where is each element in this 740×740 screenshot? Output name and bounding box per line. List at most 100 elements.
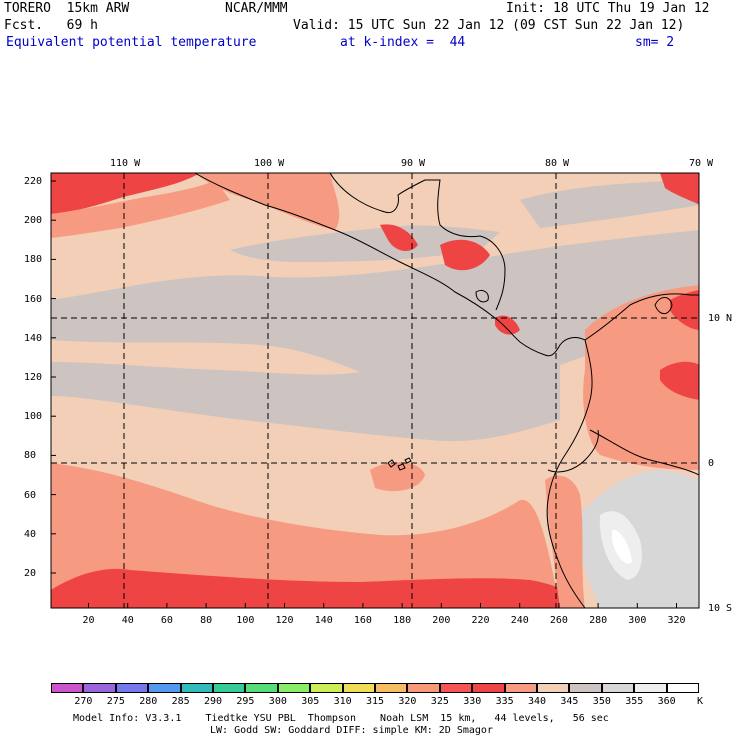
y-tick-label: 120 (24, 372, 43, 383)
coastline-south-america-north (584, 293, 699, 341)
colorbar-segment (601, 683, 635, 693)
coastlines (194, 173, 699, 608)
colorbar-label: 340 (528, 696, 547, 707)
field-band-335-340-south (51, 463, 560, 608)
lat-label-10s: 10 S (708, 603, 733, 614)
colorbar-label: 325 (430, 696, 449, 707)
colorbar-segment (245, 683, 278, 693)
field-band-330-335-honduras (440, 239, 490, 271)
map-frame (50, 172, 700, 609)
colorbar-unit: K (697, 696, 704, 707)
field-band-330-335-south (51, 568, 585, 608)
x-tick-label: 120 (275, 615, 294, 626)
colorbar-label: 305 (301, 696, 320, 707)
border-peru-brazil (589, 429, 699, 476)
colorbar-segment (407, 683, 440, 693)
colorbar-label: 345 (560, 696, 579, 707)
graticule (51, 173, 699, 608)
lon-label-70w: 70 W (689, 158, 714, 169)
colorbar-segment (569, 683, 602, 693)
field-band-peach-south (51, 340, 360, 375)
field-band-335-340-nw (51, 180, 230, 238)
y-tick-label: 180 (24, 254, 43, 266)
colorbar-segment (277, 683, 311, 693)
model-info: Model Info: V3.3.1 Tiedtke YSU PBL Thomp… (73, 713, 609, 724)
x-tick-label: 140 (314, 615, 333, 626)
field-band-330-335-nw (51, 173, 200, 214)
colorbar-segment (83, 683, 116, 693)
lon-label-100w: 100 W (254, 158, 285, 169)
colorbar-segment (115, 683, 149, 693)
y-tick-label: 20 (24, 568, 37, 579)
field-band-345-350 (51, 230, 699, 442)
x-tick-label: 320 (667, 615, 686, 626)
field-band-330-335-ca-north (195, 173, 340, 230)
x-tick-label: 40 (121, 615, 134, 626)
y-tick-label: 160 (24, 293, 43, 305)
colorbar-label: 330 (463, 696, 482, 707)
coastline-galapagos (387, 457, 412, 471)
x-tick-marks (88, 603, 677, 608)
forecast-hour: Fcst. 69 h (4, 18, 98, 33)
colorbar (51, 683, 699, 693)
lon-label-90w: 90 W (401, 158, 426, 169)
y-tick-label: 80 (24, 450, 37, 462)
x-tick-label: 200 (432, 615, 451, 626)
x-tick-label: 80 (200, 615, 213, 626)
coastline-lake-nicaragua (475, 289, 489, 303)
x-tick-label: 220 (471, 615, 490, 626)
coastline-south-america-west (546, 339, 593, 608)
organization: NCAR/MMM (225, 1, 288, 16)
coastline-yucatan (329, 173, 506, 311)
x-tick-label: 260 (549, 615, 568, 626)
init-time: Init: 18 UTC Thu 19 Jan 12 (506, 1, 710, 16)
colorbar-segment (472, 683, 505, 693)
x-tick-label: 100 (236, 615, 255, 626)
colorbar-label: 355 (625, 696, 644, 707)
colorbar-label: 300 (268, 696, 287, 707)
y-tick-label: 200 (24, 215, 43, 227)
x-tick-label: 280 (589, 615, 608, 626)
colorbar-segment (666, 683, 699, 693)
colorbar-label: 290 (204, 696, 223, 707)
lat-label-10n: 10 N (708, 313, 733, 324)
lon-label-110w: 110 W (110, 158, 141, 169)
model-physics: LW: Godd SW: Goddard DIFF: simple KM: 2D… (210, 725, 493, 736)
colorbar-label: 350 (592, 696, 611, 707)
colorbar-segment (213, 683, 246, 693)
map-plot-area (51, 173, 699, 608)
x-tick-label: 300 (628, 615, 647, 626)
colorbar-label: 320 (398, 696, 417, 707)
y-tick-marks (51, 180, 56, 574)
y-tick-label: 100 (24, 411, 43, 423)
colorbar-segment (342, 683, 375, 693)
colorbar-label: 285 (171, 696, 190, 707)
colorbar-segment (537, 683, 570, 693)
colorbar-label: 335 (495, 696, 514, 707)
level-index: at k-index = 44 (340, 35, 466, 50)
colorbar-segment (634, 683, 667, 693)
coastline-lake-maracaibo (654, 297, 673, 315)
colorbar-segment (180, 683, 213, 693)
colorbar-label: 310 (333, 696, 352, 707)
colorbar-segment (439, 683, 473, 693)
y-tick-label: 140 (24, 332, 43, 344)
valid-time: Valid: 15 UTC Sun 22 Jan 12 (09 CST Sun … (293, 18, 685, 33)
field-band-330-335-ne (660, 173, 699, 205)
colorbar-label: 275 (106, 696, 125, 707)
colorbar-segment (504, 683, 537, 693)
lon-label-80w: 80 W (545, 158, 570, 169)
coastline-central-america (194, 173, 586, 357)
colorbar-segment (375, 683, 408, 693)
colorbar-segment (148, 683, 181, 693)
x-tick-label: 240 (510, 615, 529, 626)
field-band-330-335-costarica (495, 315, 520, 335)
y-tick-label: 60 (24, 489, 37, 501)
border-ecuador-peru (547, 429, 599, 473)
field-band-330-335-guatemala (380, 224, 418, 252)
field-band-360-andes (612, 529, 632, 564)
colorbar-segment (51, 683, 84, 693)
field-band-345-350-c (520, 180, 699, 228)
field-band-335-340-peru (545, 475, 585, 608)
